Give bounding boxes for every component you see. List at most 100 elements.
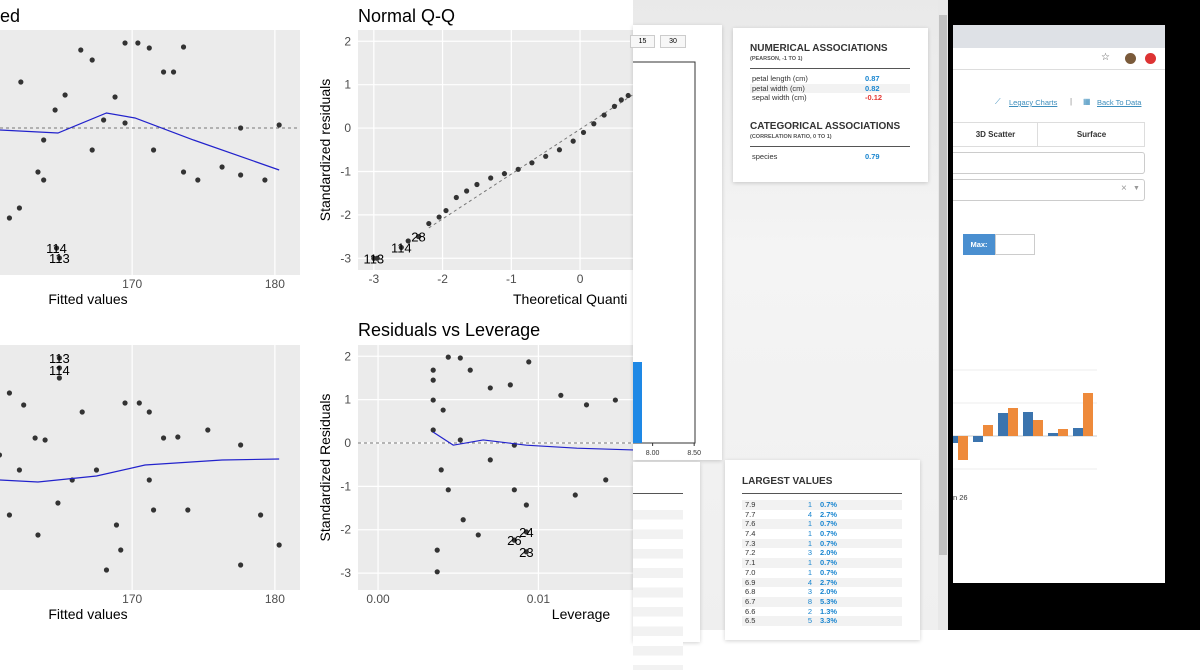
point [453, 194, 459, 201]
categorical-rows: species 0.79 [750, 152, 910, 162]
point [430, 427, 436, 433]
x-tick-label: -2 [437, 272, 448, 286]
table-row: 7.4 1 0.7% [742, 529, 902, 539]
point [430, 367, 436, 373]
point [591, 121, 597, 127]
tabs: 3D Scatter Surface [953, 122, 1145, 147]
count: 2 [807, 606, 812, 616]
text-input[interactable] [953, 152, 1145, 174]
tab[interactable]: 3D Scatter [975, 130, 1016, 139]
point [558, 392, 564, 398]
point [136, 400, 142, 406]
link[interactable]: Legacy Charts [1009, 98, 1058, 107]
bar [973, 436, 983, 442]
value: 7.3 [745, 538, 756, 548]
point [511, 537, 517, 543]
smooth-line [0, 112, 280, 171]
point-label: 28 [411, 230, 425, 245]
count: 4 [807, 509, 812, 519]
point [6, 390, 13, 396]
point [170, 69, 177, 75]
point [507, 382, 513, 388]
link[interactable]: Back To Data [1097, 98, 1142, 107]
point-label: 113 [49, 251, 70, 266]
count: 1 [807, 500, 812, 509]
x-tick-label: -1 [506, 272, 517, 286]
select[interactable]: × ▼ [953, 179, 1145, 201]
point [195, 177, 201, 183]
y-tick-label: -3 [340, 251, 351, 265]
table-row: 7.9 1 0.7% [742, 500, 902, 510]
point [474, 181, 480, 188]
count: 1 [807, 558, 812, 568]
bar [1023, 412, 1033, 436]
point [122, 40, 128, 46]
point [529, 160, 535, 166]
point [434, 547, 440, 553]
count: 8 [807, 596, 812, 606]
point [583, 402, 590, 408]
x-tick-label: 170 [122, 592, 142, 606]
percent: 0.7% [820, 529, 838, 539]
point [18, 79, 24, 85]
clear-button[interactable]: × [1121, 183, 1127, 194]
scroll-thumb[interactable] [939, 15, 947, 555]
point [160, 435, 167, 441]
x-tick-label: 8.50 [687, 450, 701, 457]
table-row: 7.7 4 2.7% [742, 509, 902, 520]
mini-chart [953, 369, 1097, 470]
plot-title: Residuals vs Leverage [358, 320, 540, 340]
point [146, 477, 152, 483]
point [501, 171, 508, 177]
table-row: petal length (cm) 0.87 [750, 74, 910, 84]
x-tick-label: 0.01 [527, 592, 551, 606]
point [89, 57, 95, 63]
extension-icon[interactable] [1145, 53, 1156, 64]
bin-button[interactable]: 15 [630, 35, 655, 48]
bar [1033, 420, 1043, 436]
value: 6.9 [745, 577, 756, 587]
histogram-card: 15 30 [630, 25, 722, 460]
panel-background [0, 345, 300, 590]
percent: 2.0% [820, 587, 838, 597]
point [238, 562, 244, 568]
percent: 2.7% [820, 577, 838, 587]
point [430, 397, 436, 403]
point [56, 375, 62, 381]
row-label: petal length (cm) [752, 74, 808, 83]
point [460, 517, 466, 523]
bin-button[interactable]: 30 [660, 35, 686, 48]
point [487, 457, 493, 463]
point [523, 549, 529, 555]
value: 6.6 [745, 606, 756, 616]
value: 7.1 [745, 558, 756, 568]
subheading: (CORRELATION RATIO, 0 TO 1) [750, 134, 832, 140]
scrollbar[interactable] [938, 0, 948, 630]
point [219, 164, 225, 170]
point [56, 365, 62, 371]
point [205, 427, 211, 433]
star-icon[interactable]: ☆ [1101, 52, 1110, 63]
point [112, 94, 118, 100]
y-tick-label: 0 [344, 436, 351, 450]
grid-icon: ▦ [1083, 97, 1091, 106]
y-tick-label: 1 [344, 393, 351, 407]
caret[interactable]: ▼ [1133, 185, 1140, 192]
plot-title: ed [0, 6, 20, 26]
tab[interactable]: Surface [1037, 123, 1145, 146]
point [122, 120, 128, 126]
point [118, 547, 124, 553]
percent: 5.3% [820, 596, 838, 606]
point [101, 117, 107, 123]
max-input[interactable] [995, 234, 1035, 255]
rule [750, 68, 910, 69]
largest-rows: 7.9 1 0.7% 7.7 4 2.7% 7.6 1 0.7% 7.4 1 0.7% 7.3 1 0.7%… [742, 500, 902, 626]
bar [633, 362, 642, 443]
table-card [633, 462, 700, 670]
avatar-icon[interactable] [1125, 53, 1136, 64]
point [180, 169, 187, 175]
point [93, 467, 100, 473]
plot-title: Normal Q-Q [358, 6, 455, 26]
separator: | [1070, 97, 1073, 106]
